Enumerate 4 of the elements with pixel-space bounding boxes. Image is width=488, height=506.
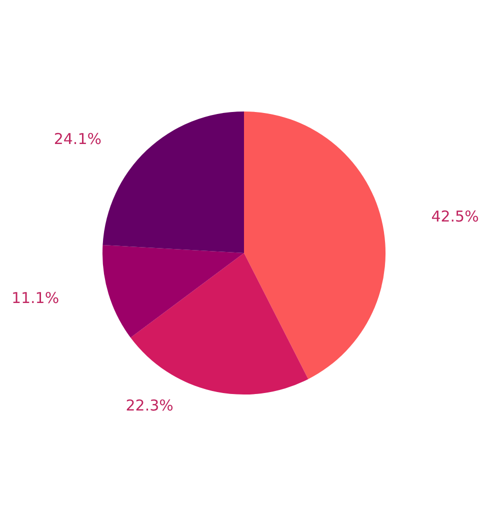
data-label: 24.1% (54, 130, 102, 148)
data-label: 11.1% (11, 289, 60, 308)
data-label: 42.5% (431, 207, 479, 226)
data-label: 22.3% (126, 396, 174, 414)
